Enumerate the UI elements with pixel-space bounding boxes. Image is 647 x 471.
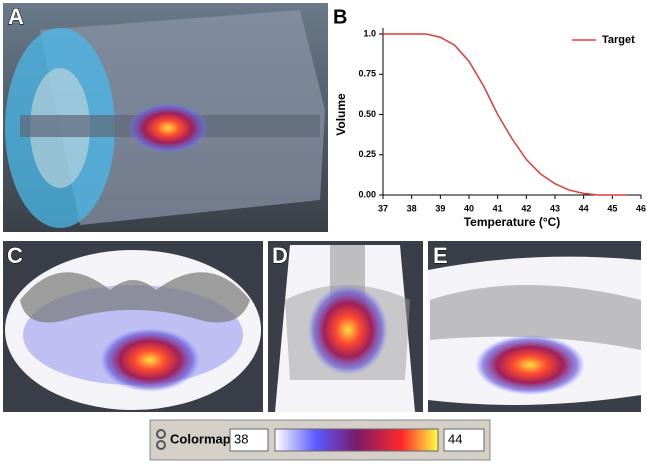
y-tick-label: 0.50 — [358, 109, 376, 119]
x-tick-label: 45 — [607, 203, 617, 213]
y-tick-label: 1.0 — [363, 28, 376, 38]
data-line — [383, 33, 627, 196]
colormap-bar — [274, 428, 439, 452]
panel-label: C — [7, 243, 23, 268]
panel-d: D — [268, 241, 423, 412]
chart: 0.00 0.25 0.50 0.75 1.0 37 38 39 40 41 42 43 44 45 46 T… — [334, 28, 646, 229]
colormap-min: 38 — [234, 431, 248, 446]
x-axis-label: Temperature (°C) — [464, 215, 561, 229]
colormap-widget: Colormap: 38 44 — [149, 419, 491, 461]
panel-label: A — [8, 4, 24, 29]
y-tick-label: 0.25 — [358, 149, 376, 159]
x-tick-label: 43 — [550, 203, 560, 213]
max-input[interactable] — [443, 428, 485, 452]
panel-a: A — [3, 3, 328, 232]
x-tick-label: 38 — [407, 203, 417, 213]
x-tick-label: 37 — [378, 203, 388, 213]
panel-c: C — [3, 241, 263, 412]
colormap-label: Colormap: — [170, 431, 235, 446]
legend-label: Target — [602, 34, 635, 46]
x-tick-label: 39 — [435, 203, 445, 213]
x-tick-label: 41 — [493, 203, 503, 213]
panel-e: E — [428, 241, 641, 412]
x-tick-label: 46 — [636, 203, 646, 213]
colormap-max: 44 — [448, 431, 462, 446]
x-tick-label: 42 — [521, 203, 531, 213]
panel-label: B — [333, 6, 347, 28]
x-tick-label: 40 — [464, 203, 474, 213]
min-input[interactable] — [229, 428, 269, 452]
y-tick-label: 0.00 — [358, 189, 376, 199]
y-tick-label: 0.75 — [358, 69, 376, 79]
y-axis-label: Volume — [334, 93, 348, 136]
x-tick-label: 44 — [579, 203, 589, 213]
panel-label: D — [272, 243, 288, 268]
panel-label: E — [433, 243, 448, 268]
